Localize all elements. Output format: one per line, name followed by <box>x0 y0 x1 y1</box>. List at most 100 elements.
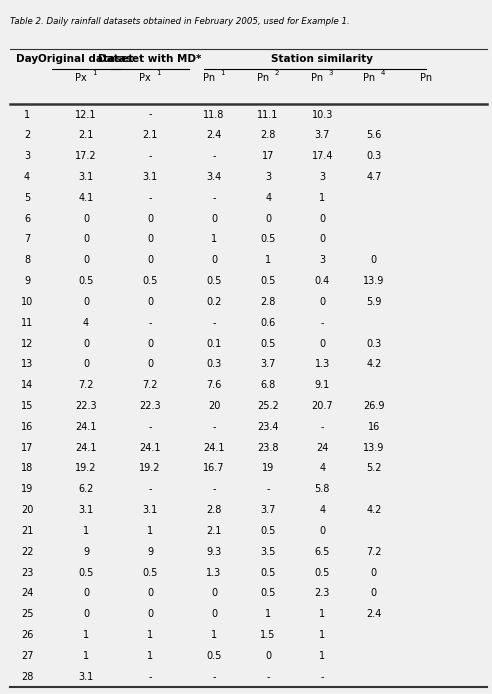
Text: 23.8: 23.8 <box>257 443 279 452</box>
Text: 0.5: 0.5 <box>142 276 158 286</box>
Text: 7.2: 7.2 <box>366 547 382 557</box>
Text: 3.7: 3.7 <box>314 130 330 140</box>
Text: 0.5: 0.5 <box>78 276 94 286</box>
Text: -: - <box>212 151 216 161</box>
Text: 0.6: 0.6 <box>261 318 276 328</box>
Text: 2.8: 2.8 <box>206 505 222 515</box>
Text: 0.5: 0.5 <box>260 589 276 598</box>
Text: 0: 0 <box>319 526 325 536</box>
Text: 2.1: 2.1 <box>78 130 94 140</box>
Text: 25: 25 <box>21 609 33 619</box>
Text: 28: 28 <box>21 672 33 682</box>
Text: 7: 7 <box>24 235 30 244</box>
Text: 20.7: 20.7 <box>311 401 333 411</box>
Text: 1: 1 <box>319 651 325 661</box>
Text: 9.3: 9.3 <box>207 547 221 557</box>
Text: 0.1: 0.1 <box>207 339 221 348</box>
Text: 1: 1 <box>92 70 97 76</box>
Text: Px: Px <box>75 73 87 83</box>
Text: 26: 26 <box>21 630 33 640</box>
Text: 0.4: 0.4 <box>315 276 330 286</box>
Text: Pn: Pn <box>203 73 215 83</box>
Text: 0.5: 0.5 <box>260 568 276 577</box>
Text: 14: 14 <box>21 380 33 390</box>
Text: 0.5: 0.5 <box>206 276 222 286</box>
Text: 12.1: 12.1 <box>75 110 97 119</box>
Text: 6.8: 6.8 <box>261 380 276 390</box>
Text: 7.6: 7.6 <box>206 380 222 390</box>
Text: 26.9: 26.9 <box>363 401 385 411</box>
Text: 0: 0 <box>147 609 153 619</box>
Text: 4: 4 <box>24 172 30 182</box>
Text: -: - <box>320 422 324 432</box>
Text: 20: 20 <box>208 401 220 411</box>
Text: 4: 4 <box>265 193 271 203</box>
Text: 4: 4 <box>319 505 325 515</box>
Text: 10.3: 10.3 <box>311 110 333 119</box>
Text: 0: 0 <box>147 235 153 244</box>
Text: 24.1: 24.1 <box>139 443 161 452</box>
Text: 16: 16 <box>368 422 380 432</box>
Text: 25.2: 25.2 <box>257 401 279 411</box>
Text: 0: 0 <box>147 214 153 223</box>
Text: 0.3: 0.3 <box>207 359 221 369</box>
Text: 17: 17 <box>21 443 33 452</box>
Text: 2.1: 2.1 <box>142 130 158 140</box>
Text: 5.8: 5.8 <box>314 484 330 494</box>
Text: 6.2: 6.2 <box>78 484 94 494</box>
Text: 0: 0 <box>83 214 89 223</box>
Text: -: - <box>266 484 270 494</box>
Text: 9: 9 <box>147 547 153 557</box>
Text: 10: 10 <box>21 297 33 307</box>
Text: 2.3: 2.3 <box>314 589 330 598</box>
Text: 0: 0 <box>319 297 325 307</box>
Text: 3.1: 3.1 <box>79 672 93 682</box>
Text: 1: 1 <box>147 526 153 536</box>
Text: 4.7: 4.7 <box>366 172 382 182</box>
Text: 0: 0 <box>83 255 89 265</box>
Text: 0: 0 <box>371 568 377 577</box>
Text: 16: 16 <box>21 422 33 432</box>
Text: Pn: Pn <box>257 73 269 83</box>
Text: -: - <box>148 110 152 119</box>
Text: 1: 1 <box>147 651 153 661</box>
Text: 11.8: 11.8 <box>203 110 225 119</box>
Text: 0: 0 <box>83 589 89 598</box>
Text: 0.5: 0.5 <box>260 339 276 348</box>
Text: 3.1: 3.1 <box>79 172 93 182</box>
Text: 1: 1 <box>319 609 325 619</box>
Text: 7.2: 7.2 <box>78 380 94 390</box>
Text: 6: 6 <box>24 214 30 223</box>
Text: 0: 0 <box>265 651 271 661</box>
Text: Day: Day <box>16 54 38 64</box>
Text: 13: 13 <box>21 359 33 369</box>
Text: 0: 0 <box>211 589 217 598</box>
Text: 1.5: 1.5 <box>260 630 276 640</box>
Text: 11: 11 <box>21 318 33 328</box>
Text: 0.5: 0.5 <box>260 276 276 286</box>
Text: 0: 0 <box>319 339 325 348</box>
Text: 17.2: 17.2 <box>75 151 97 161</box>
Text: 5: 5 <box>24 193 30 203</box>
Text: 1: 1 <box>83 526 89 536</box>
Text: -: - <box>212 422 216 432</box>
Text: -: - <box>212 193 216 203</box>
Text: 1: 1 <box>83 630 89 640</box>
Text: 3.4: 3.4 <box>207 172 221 182</box>
Text: 21: 21 <box>21 526 33 536</box>
Text: 3.1: 3.1 <box>79 505 93 515</box>
Text: 1: 1 <box>211 235 217 244</box>
Text: 0: 0 <box>319 214 325 223</box>
Text: 11.1: 11.1 <box>257 110 279 119</box>
Text: 0: 0 <box>211 255 217 265</box>
Text: 3.1: 3.1 <box>143 505 157 515</box>
Text: Pn: Pn <box>311 73 323 83</box>
Text: 1: 1 <box>147 630 153 640</box>
Text: 2: 2 <box>24 130 30 140</box>
Text: -: - <box>212 672 216 682</box>
Text: 20: 20 <box>21 505 33 515</box>
Text: -: - <box>148 672 152 682</box>
Text: 3.1: 3.1 <box>143 172 157 182</box>
Text: 1: 1 <box>156 70 161 76</box>
Text: 1.3: 1.3 <box>207 568 221 577</box>
